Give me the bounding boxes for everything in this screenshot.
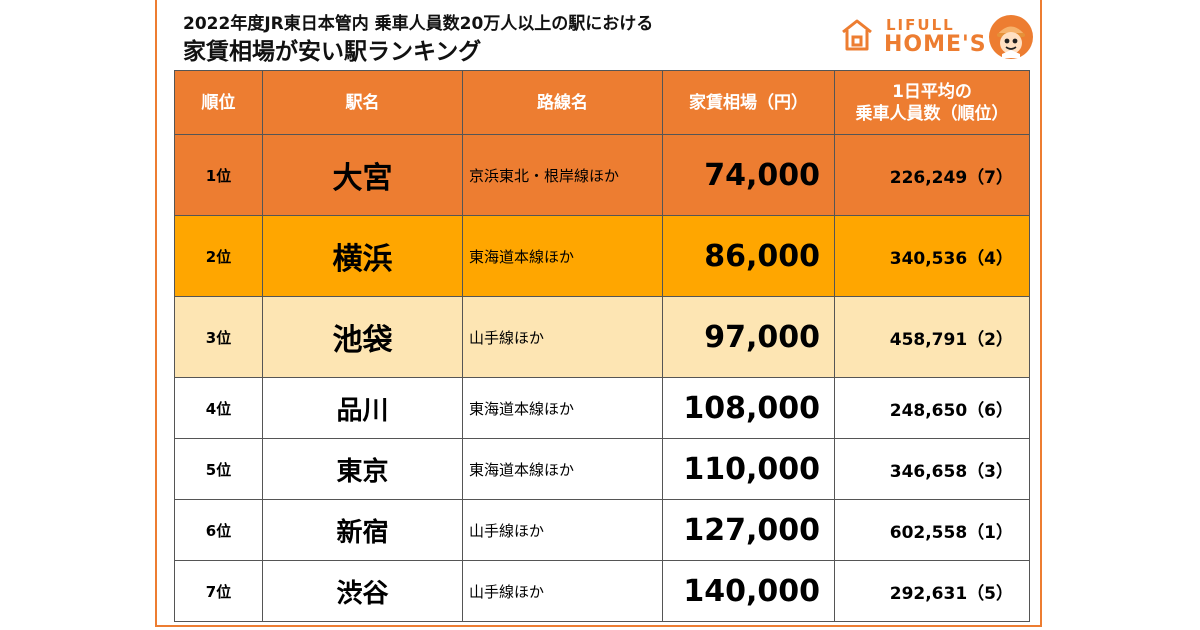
header-riders-line2: 乗車人員数（順位） bbox=[855, 103, 1009, 124]
table-row: 1位 大宮 京浜東北・根岸線ほか 74,000 226,249（7） bbox=[174, 134, 1030, 216]
station-cell: 横浜 bbox=[262, 215, 463, 297]
lifull-homes-logo: LIFULL HOME'S bbox=[840, 14, 1036, 62]
header-rank: 順位 bbox=[174, 70, 263, 135]
riders-cell: 248,650（6） bbox=[834, 377, 1030, 439]
line-cell: 山手線ほか bbox=[462, 296, 663, 378]
header-riders: 1日平均の 乗車人員数（順位） bbox=[834, 70, 1030, 135]
line-cell: 東海道本線ほか bbox=[462, 438, 663, 500]
header-rent: 家賃相場（円） bbox=[662, 70, 835, 135]
station-cell: 池袋 bbox=[262, 296, 463, 378]
logo-text-top: LIFULL bbox=[886, 16, 955, 34]
riders-cell: 346,658（3） bbox=[834, 438, 1030, 500]
line-cell: 東海道本線ほか bbox=[462, 215, 663, 297]
header-riders-line1: 1日平均の bbox=[892, 81, 972, 102]
rent-cell: 74,000 bbox=[662, 134, 835, 216]
logo-text-bottom: HOME'S bbox=[884, 32, 987, 57]
table-header-row: 順位 駅名 路線名 家賃相場（円） 1日平均の 乗車人員数（順位） bbox=[174, 70, 1030, 135]
table-row: 6位 新宿 山手線ほか 127,000 602,558（1） bbox=[174, 499, 1030, 561]
rank-cell: 2位 bbox=[174, 215, 263, 297]
table-row: 2位 横浜 東海道本線ほか 86,000 340,536（4） bbox=[174, 215, 1030, 297]
page-subtitle: 2022年度JR東日本管内 乗車人員数20万人以上の駅における bbox=[183, 14, 654, 34]
riders-cell: 292,631（5） bbox=[834, 560, 1030, 622]
rent-cell: 110,000 bbox=[662, 438, 835, 500]
rent-cell: 108,000 bbox=[662, 377, 835, 439]
station-cell: 渋谷 bbox=[262, 560, 463, 622]
rent-cell: 127,000 bbox=[662, 499, 835, 561]
rent-cell: 97,000 bbox=[662, 296, 835, 378]
riders-cell: 340,536（4） bbox=[834, 215, 1030, 297]
page-frame bbox=[155, 0, 1042, 627]
riders-cell: 602,558（1） bbox=[834, 499, 1030, 561]
table-row: 7位 渋谷 山手線ほか 140,000 292,631（5） bbox=[174, 560, 1030, 622]
line-cell: 東海道本線ほか bbox=[462, 377, 663, 439]
station-cell: 新宿 bbox=[262, 499, 463, 561]
mascot-icon bbox=[989, 15, 1033, 59]
station-cell: 大宮 bbox=[262, 134, 463, 216]
page-title: 家賃相場が安い駅ランキング bbox=[183, 39, 482, 65]
header-station: 駅名 bbox=[262, 70, 463, 135]
rent-cell: 140,000 bbox=[662, 560, 835, 622]
line-cell: 山手線ほか bbox=[462, 499, 663, 561]
rank-cell: 3位 bbox=[174, 296, 263, 378]
ranking-table: 順位 駅名 路線名 家賃相場（円） 1日平均の 乗車人員数（順位） 1位 大宮 … bbox=[174, 70, 1030, 622]
rank-cell: 7位 bbox=[174, 560, 263, 622]
header-line: 路線名 bbox=[462, 70, 663, 135]
rank-cell: 6位 bbox=[174, 499, 263, 561]
line-cell: 京浜東北・根岸線ほか bbox=[462, 134, 663, 216]
rank-cell: 4位 bbox=[174, 377, 263, 439]
riders-cell: 226,249（7） bbox=[834, 134, 1030, 216]
rent-cell: 86,000 bbox=[662, 215, 835, 297]
station-cell: 東京 bbox=[262, 438, 463, 500]
line-cell: 山手線ほか bbox=[462, 560, 663, 622]
house-icon bbox=[842, 19, 872, 51]
table-row: 3位 池袋 山手線ほか 97,000 458,791（2） bbox=[174, 296, 1030, 378]
rank-cell: 5位 bbox=[174, 438, 263, 500]
table-row: 5位 東京 東海道本線ほか 110,000 346,658（3） bbox=[174, 438, 1030, 500]
station-cell: 品川 bbox=[262, 377, 463, 439]
riders-cell: 458,791（2） bbox=[834, 296, 1030, 378]
rank-cell: 1位 bbox=[174, 134, 263, 216]
table-row: 4位 品川 東海道本線ほか 108,000 248,650（6） bbox=[174, 377, 1030, 439]
